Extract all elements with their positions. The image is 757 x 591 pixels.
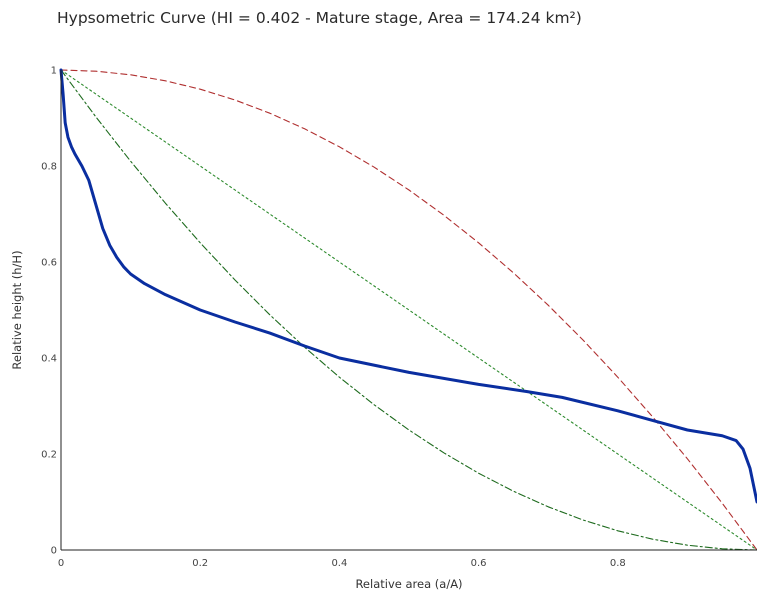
x-tick-label: 0.8 — [610, 558, 626, 569]
series-line-dashdot — [60, 69, 757, 551]
y-axis-title: Relative height (h/H) — [10, 250, 24, 369]
y-tick-label: 0 — [51, 546, 57, 557]
series-line-solid — [59, 68, 757, 504]
series-layer — [59, 68, 757, 551]
y-tick-label: 0.4 — [41, 354, 57, 365]
x-tick-label: 0.4 — [331, 558, 347, 569]
y-tick-label: 0.8 — [41, 162, 57, 173]
tick-layer: 0 0.2 0.4 0.6 0.8 0 0.2 0.4 0.6 0.8 1 — [41, 66, 626, 570]
y-tick-label: 0.2 — [41, 450, 57, 461]
series-line-dashed — [60, 69, 757, 551]
x-tick-label: 0.2 — [192, 558, 208, 569]
series-line-dotted — [60, 69, 757, 551]
x-tick-label: 0 — [58, 558, 64, 569]
x-tick-label: 0.6 — [471, 558, 487, 569]
y-tick-label: 1 — [51, 66, 57, 77]
y-tick-label: 0.6 — [41, 258, 57, 269]
x-axis-title: Relative area (a/A) — [355, 577, 462, 591]
chart-title: Hypsometric Curve (HI = 0.402 - Mature s… — [57, 9, 582, 27]
